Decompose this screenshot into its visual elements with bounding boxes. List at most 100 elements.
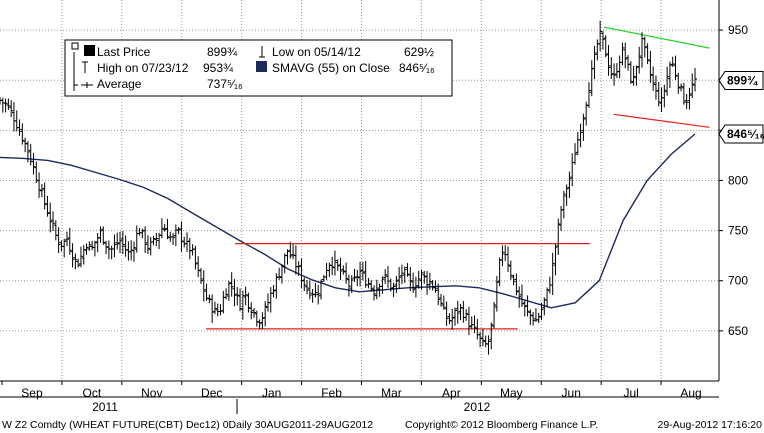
price-bar (687, 87, 692, 110)
footer-copyright: Copyright© 2012 Bloomberg Finance L.P. (405, 419, 598, 431)
y-tick-label: 650 (728, 324, 748, 338)
price-bar (506, 246, 511, 272)
x-tick-label: May (500, 386, 523, 400)
price-bar (204, 283, 209, 301)
price-bar (673, 55, 678, 80)
legend-value: 737⁵⁄₁₆ (207, 77, 243, 91)
price-bar (76, 258, 81, 268)
price-bar (39, 183, 44, 198)
price-tag-label: 899¾ (727, 73, 758, 87)
price-bar (360, 261, 365, 281)
x-tick-label: Nov (141, 386, 162, 400)
price-bar (338, 257, 343, 280)
price-bar (73, 253, 78, 270)
price-bar (642, 36, 647, 58)
price-bar (550, 252, 555, 295)
price-bar (472, 315, 477, 334)
price-bar (171, 232, 176, 245)
price-bar (299, 258, 304, 289)
price-bar (257, 319, 262, 330)
price-bar (522, 300, 527, 317)
price-bar (332, 250, 337, 276)
sma-price-tag: 846⁵⁄₁₆ (718, 124, 764, 144)
price-bar (179, 221, 184, 252)
price-bar (341, 265, 346, 275)
price-bar (372, 285, 377, 301)
axes (0, 0, 720, 414)
price-bar (366, 277, 371, 289)
price-bar (84, 243, 89, 255)
legend-label: SMAVG (55) on Close (272, 61, 390, 75)
price-bar (394, 275, 399, 293)
price-bar (500, 245, 505, 267)
price-bar (397, 267, 402, 289)
price-bar (346, 274, 351, 297)
price-bar (416, 270, 421, 289)
price-bar (159, 218, 164, 239)
price-bar (444, 301, 449, 327)
price-bar (25, 141, 30, 163)
price-bar (118, 231, 123, 254)
price-bar (600, 30, 605, 50)
legend-label: High on 07/23/12 (97, 61, 189, 75)
price-bar (95, 233, 100, 253)
legend-low: Low on 05/14/12 629½ (259, 45, 434, 59)
price-bar (260, 312, 265, 330)
price-bar (631, 65, 636, 86)
price-bar (318, 279, 323, 300)
price-bar (369, 280, 374, 292)
price-bar (64, 231, 69, 247)
price-bar (154, 232, 159, 247)
price-bar (235, 287, 240, 306)
price-bar (525, 295, 530, 317)
price-bar (115, 232, 120, 250)
price-bar (45, 195, 50, 217)
price-bar (145, 235, 150, 254)
price-bar (249, 302, 254, 320)
price-bar (330, 256, 335, 276)
price-bar (411, 272, 416, 293)
price-bar (466, 306, 471, 336)
price-bar (536, 312, 541, 324)
price-bar (545, 287, 550, 308)
price-bar (383, 269, 388, 284)
price-bar (176, 226, 181, 235)
price-bar (31, 152, 36, 175)
price-bar (405, 263, 410, 277)
price-bar (567, 171, 572, 198)
price-bar (430, 279, 435, 291)
price-bar (589, 60, 594, 97)
price-bar (92, 240, 97, 257)
footer: W Z2 Comdty (WHEAT FUTURE(CBT) Dec12) 0D… (2, 419, 762, 431)
price-bar (51, 211, 56, 231)
price-bar (352, 268, 357, 282)
price-bar (112, 234, 117, 258)
price-bar (584, 101, 589, 126)
price-bar (676, 72, 681, 94)
price-bar (238, 288, 243, 312)
price-bar (492, 301, 497, 329)
price-bar (408, 266, 413, 291)
legend-average: Average 737⁵⁄₁₆ (74, 77, 243, 91)
price-bar (62, 238, 67, 258)
x-tick-label: Sep (21, 386, 43, 400)
legend-label: Low on 05/14/12 (272, 45, 361, 59)
upper-flag-green-line (603, 26, 710, 49)
x-tick-label: Apr (442, 386, 461, 400)
price-bar (165, 218, 170, 240)
price-bar (399, 264, 404, 285)
legend-last-price: Last Price 899¾ (71, 42, 238, 59)
price-bar (288, 241, 293, 259)
price-bar (439, 294, 444, 307)
price-bar (201, 270, 206, 302)
price-bar (226, 280, 231, 301)
price-bar (690, 73, 695, 99)
x-tick-label: Jul (623, 386, 638, 400)
y-tick-label: 800 (728, 173, 748, 187)
price-bar (81, 245, 86, 265)
price-bar (684, 93, 689, 110)
price-bar (464, 309, 469, 321)
price-bar (37, 172, 42, 198)
x-tick-label: Jun (562, 386, 581, 400)
price-bar (556, 218, 561, 255)
